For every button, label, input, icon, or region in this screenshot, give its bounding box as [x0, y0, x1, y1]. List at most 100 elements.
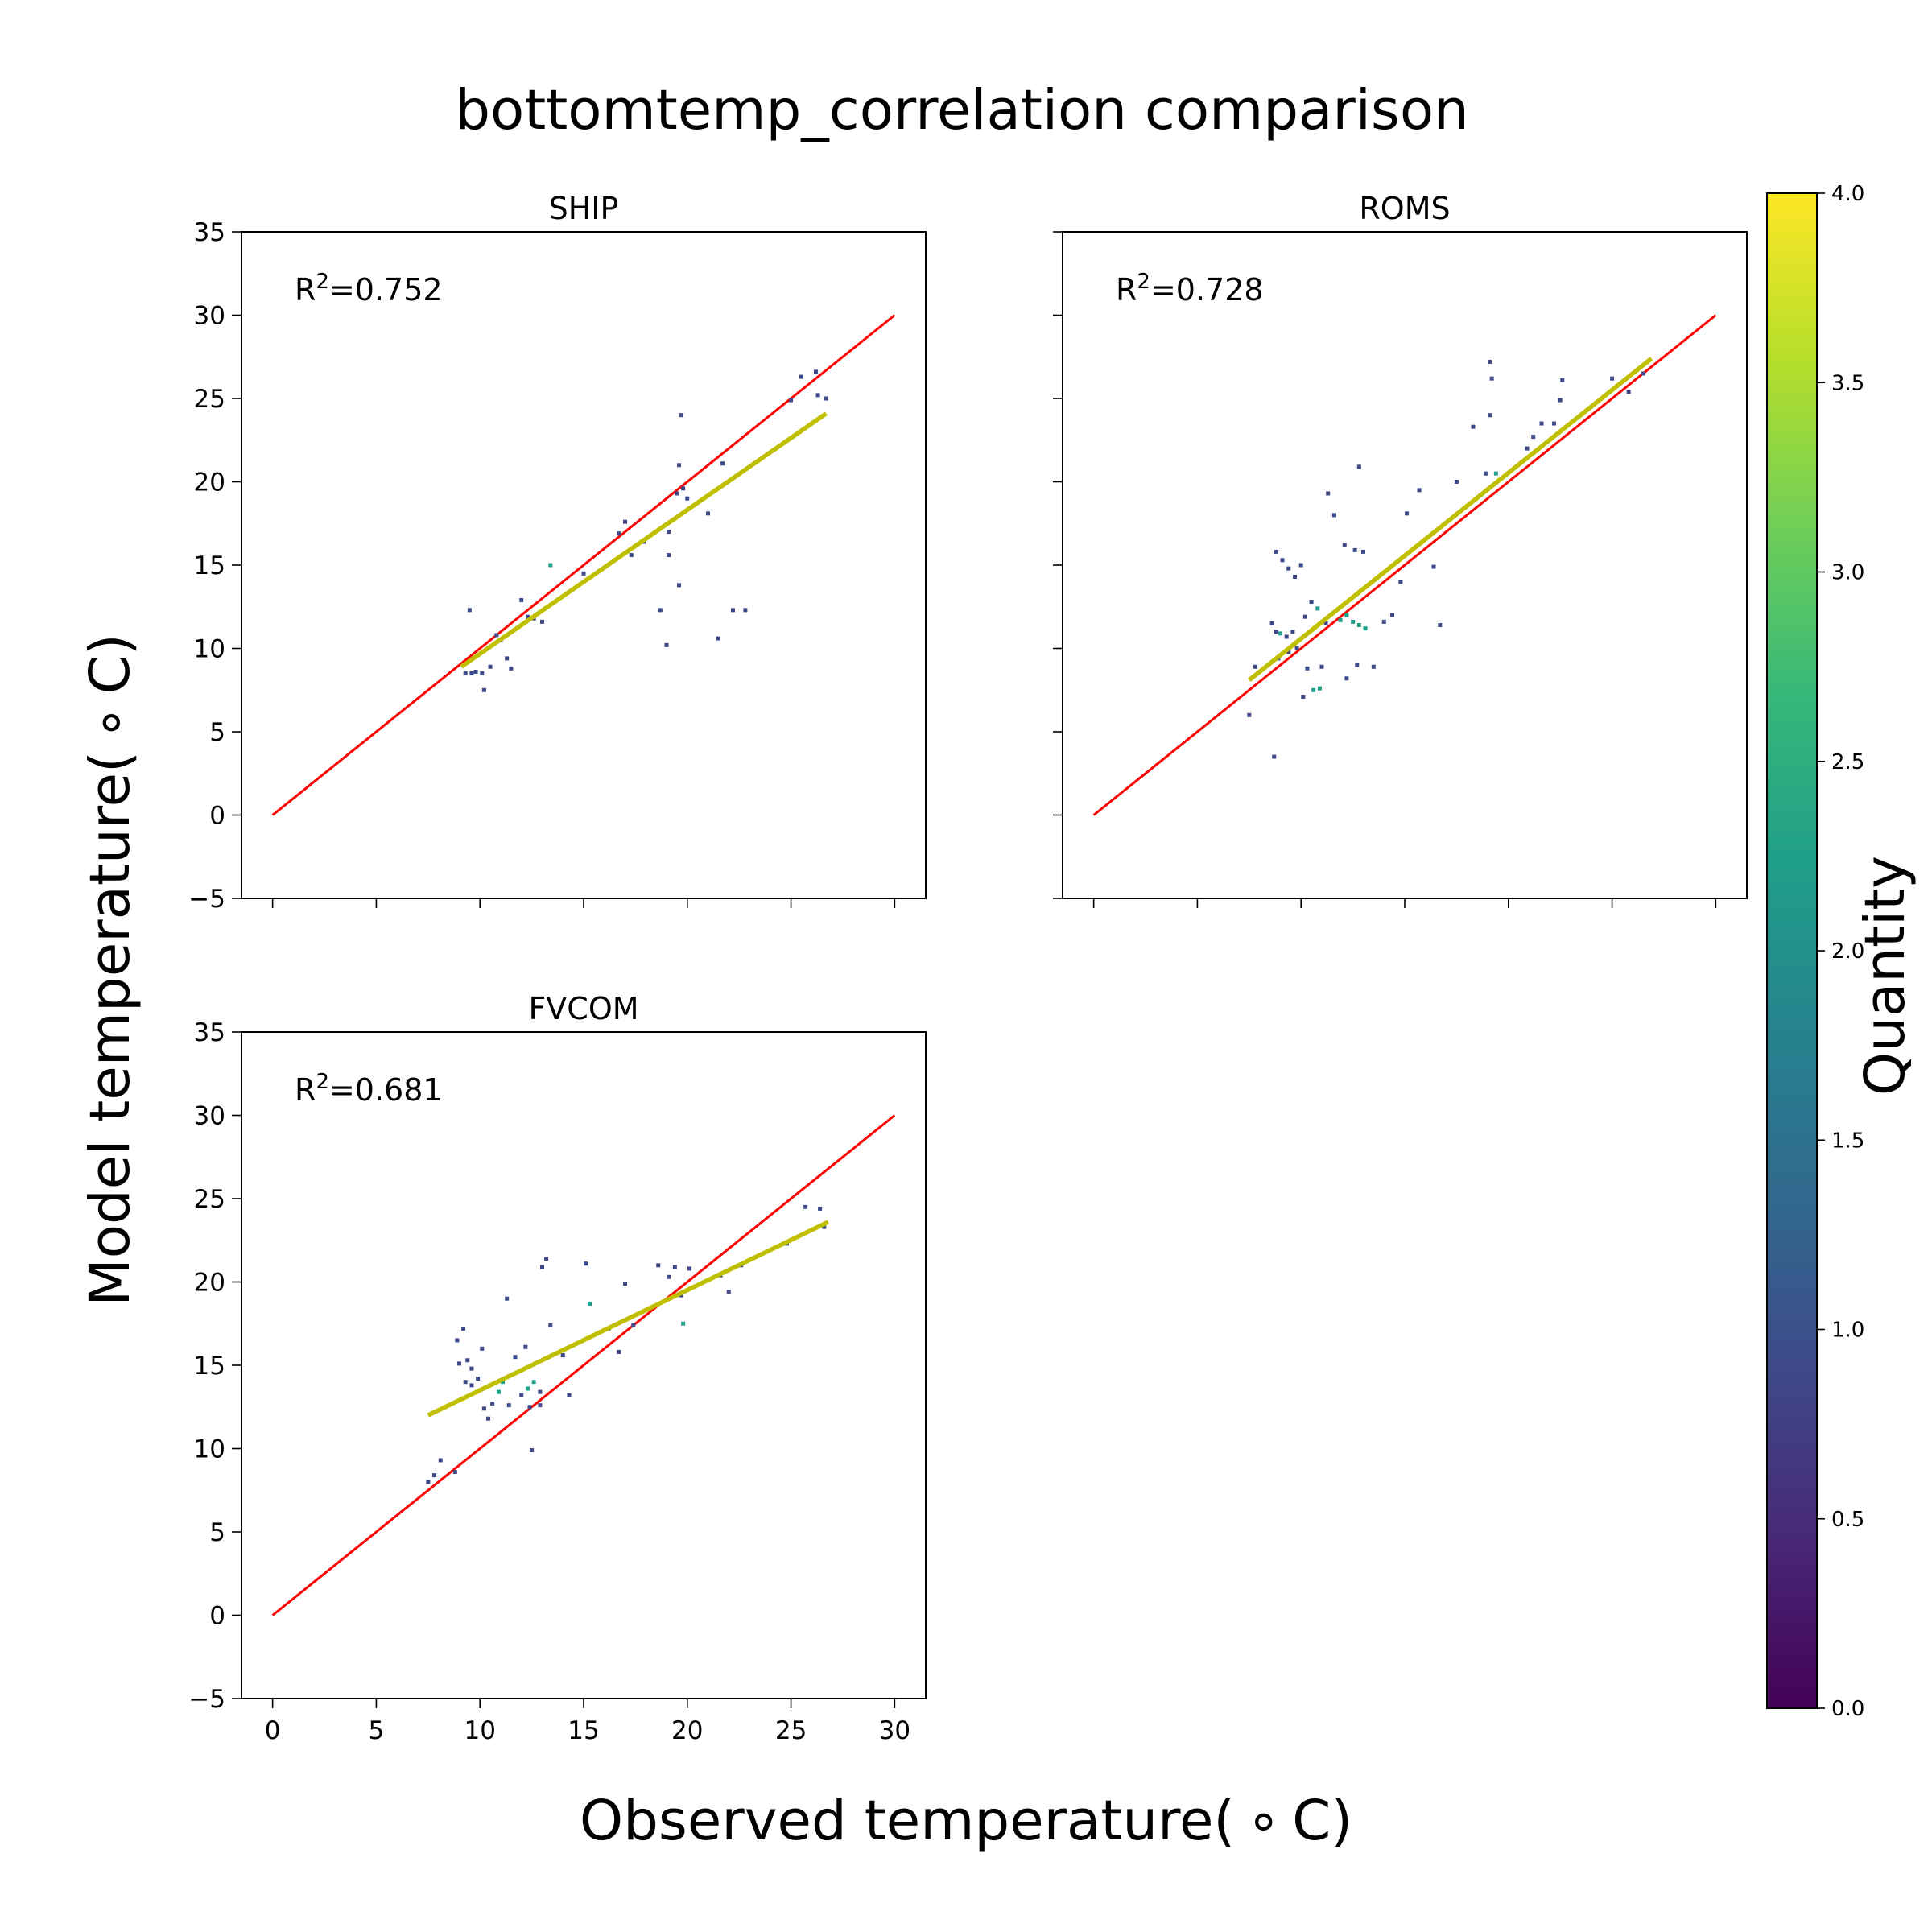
data-point: [486, 1416, 491, 1421]
regression-line: [1248, 357, 1653, 682]
colorbar-tick-label: 4.0: [1831, 182, 1864, 206]
data-point: [685, 496, 690, 501]
r-squared-annotation: R2=0.728: [1116, 270, 1264, 308]
figure-title: bottomtemp_correlation comparison: [455, 78, 1469, 142]
data-point: [530, 1448, 535, 1453]
data-point: [1610, 376, 1615, 381]
data-point: [818, 1206, 823, 1211]
data-point: [467, 608, 472, 613]
data-point: [813, 369, 818, 374]
data-point: [452, 1469, 457, 1474]
data-point: [1290, 630, 1295, 634]
data-point: [538, 1389, 543, 1394]
data-point: [726, 1290, 731, 1294]
y-axis-label: Model temperature( ∘ C): [78, 634, 142, 1307]
data-point: [519, 1393, 524, 1397]
data-point: [672, 1265, 677, 1269]
data-point: [581, 571, 586, 576]
data-point: [1558, 398, 1563, 402]
data-point: [1355, 663, 1360, 667]
data-point: [505, 1296, 510, 1301]
data-point: [623, 1282, 628, 1286]
data-point: [538, 1403, 543, 1408]
data-point: [461, 1326, 466, 1331]
data-point: [588, 1301, 592, 1306]
data-point: [1363, 626, 1368, 631]
data-point: [1431, 564, 1436, 569]
data-point: [687, 1266, 691, 1271]
colorbar-tick-label: 1.5: [1831, 1129, 1864, 1153]
data-point: [1284, 634, 1289, 639]
y-tick-label: 35: [194, 218, 225, 247]
data-point: [1531, 435, 1536, 440]
data-point: [525, 614, 530, 619]
data-point: [629, 553, 634, 558]
y-tick-label: 15: [194, 551, 225, 580]
data-point: [1489, 376, 1494, 381]
data-point: [1438, 623, 1443, 628]
data-point: [676, 463, 681, 468]
data-point: [1311, 687, 1316, 692]
data-point: [469, 671, 474, 676]
data-point: [1626, 390, 1631, 394]
y-axis-label-group: Model temperature( ∘ C): [78, 634, 142, 1307]
axes-frame: [1062, 231, 1748, 899]
data-point: [531, 1380, 536, 1385]
y-tick-label: 10: [194, 635, 225, 664]
data-point: [1483, 471, 1488, 476]
data-point: [548, 1323, 553, 1327]
data-point: [506, 1403, 511, 1408]
data-point: [456, 1361, 461, 1366]
y-tick-label: 25: [194, 385, 225, 414]
data-point: [1352, 547, 1357, 552]
data-point: [1351, 619, 1356, 624]
r-squared-annotation: R2=0.752: [295, 270, 443, 308]
y-tick-label: 25: [194, 1185, 225, 1214]
data-point: [465, 1358, 470, 1363]
data-point: [1560, 378, 1565, 382]
data-point: [1417, 488, 1422, 493]
data-point: [1315, 606, 1320, 611]
y-tick-label: 10: [194, 1435, 225, 1464]
colorbar-tick-label: 3.0: [1831, 561, 1864, 585]
one-to-one-line: [271, 314, 896, 816]
data-point: [584, 1261, 588, 1266]
data-point: [501, 1380, 506, 1385]
panel-fvcom: FVCOM −5 0 5 10 15 20 25 30 35 0 5 10 15 20 25 30 R2=0.68…: [188, 991, 927, 1745]
y-tick-label: 0: [209, 802, 225, 831]
data-point: [803, 1204, 808, 1209]
data-point: [544, 1257, 549, 1261]
data-point: [469, 1366, 474, 1371]
regression-line: [460, 411, 828, 669]
colorbar-tick-label: 2.5: [1831, 750, 1864, 774]
data-point: [1319, 664, 1324, 669]
x-tick-label: 15: [568, 1716, 599, 1745]
regression-line: [427, 1220, 830, 1418]
data-point: [527, 1405, 532, 1410]
data-point: [463, 671, 468, 676]
data-point: [743, 608, 748, 613]
data-point: [539, 619, 544, 624]
r-squared-annotation: R2=0.681: [295, 1070, 443, 1108]
data-point: [567, 1393, 572, 1397]
data-point: [1356, 464, 1361, 469]
data-point: [1305, 666, 1310, 671]
data-point: [1356, 623, 1361, 628]
data-point: [789, 398, 794, 402]
data-point: [513, 1355, 518, 1360]
data-point: [631, 1323, 636, 1327]
data-point: [1454, 480, 1459, 484]
y-tick-label: 0: [209, 1602, 225, 1631]
data-point: [617, 531, 621, 536]
y-tick-label: −5: [188, 885, 225, 914]
y-tick-label: 5: [209, 718, 225, 747]
colorbar-tick-label: 0.5: [1831, 1508, 1864, 1532]
data-point: [1286, 566, 1291, 571]
y-tick-label: 30: [194, 1102, 225, 1131]
data-point: [469, 1383, 474, 1388]
data-point: [426, 1480, 431, 1484]
y-tick-label: 20: [194, 1269, 225, 1298]
colorbar-scale: [1766, 192, 1818, 1709]
data-point: [1344, 676, 1349, 681]
